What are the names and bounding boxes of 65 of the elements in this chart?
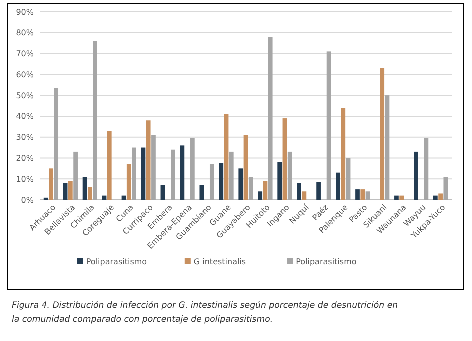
bar xyxy=(219,163,224,200)
bar xyxy=(316,182,321,200)
bar xyxy=(297,183,302,200)
bar xyxy=(341,108,346,200)
bar xyxy=(63,183,68,200)
bar xyxy=(433,196,438,200)
bar xyxy=(210,164,214,200)
bar xyxy=(248,177,254,200)
bar xyxy=(180,146,185,200)
bar xyxy=(278,162,282,200)
bar xyxy=(224,114,229,200)
bar xyxy=(444,177,448,200)
bar xyxy=(141,148,146,200)
y-tick-label: 50% xyxy=(16,91,34,100)
bar xyxy=(263,181,268,200)
y-tick-label: 20% xyxy=(16,154,34,164)
bar xyxy=(88,187,92,200)
y-tick-label: 70% xyxy=(16,50,34,59)
legend-label: G intestinalis xyxy=(194,257,246,266)
bar xyxy=(229,152,234,200)
bar xyxy=(146,120,151,200)
bar xyxy=(282,118,288,200)
bar xyxy=(366,192,370,200)
bar xyxy=(107,131,112,200)
bar xyxy=(302,192,307,200)
bar xyxy=(160,185,166,200)
bar xyxy=(380,68,385,200)
bar xyxy=(190,138,195,200)
bar xyxy=(152,135,156,200)
bar xyxy=(288,152,292,200)
bar xyxy=(244,135,248,200)
bar xyxy=(82,177,88,200)
y-tick-label: 10% xyxy=(16,174,34,184)
bar xyxy=(171,150,176,200)
y-tick-label: 30% xyxy=(16,133,34,142)
bar xyxy=(360,190,366,200)
bar xyxy=(54,88,59,200)
bar xyxy=(74,152,78,200)
bar xyxy=(438,194,443,200)
bar xyxy=(93,41,98,200)
legend-label: Poliparasitismo xyxy=(296,257,357,266)
legend-label: Poliparasitismo xyxy=(86,257,148,266)
bar xyxy=(400,196,404,200)
bar xyxy=(126,164,132,200)
bar xyxy=(238,168,244,200)
bar xyxy=(258,192,263,200)
y-tick-label: 60% xyxy=(16,70,34,80)
bar xyxy=(356,190,360,200)
bar xyxy=(68,181,73,200)
y-tick-label: 40% xyxy=(16,112,34,122)
y-tick-label: 0% xyxy=(21,196,34,205)
bar xyxy=(326,52,332,200)
y-tick-label: 80% xyxy=(16,28,34,38)
bar xyxy=(414,152,418,200)
bar xyxy=(132,148,136,200)
y-tick-label: 90% xyxy=(16,8,34,17)
bar xyxy=(394,196,399,200)
bar xyxy=(424,138,429,200)
bar xyxy=(385,96,390,200)
bar xyxy=(336,172,340,200)
bar xyxy=(200,185,204,200)
bar xyxy=(49,168,54,200)
text: Figura 4. Distribución de infección por G. intestinalis según porcentaje de desnutrición en la comunidad comparado con porcentaje de poliparasitismo. xyxy=(12,301,398,325)
bar xyxy=(268,37,273,200)
bar xyxy=(346,158,351,200)
